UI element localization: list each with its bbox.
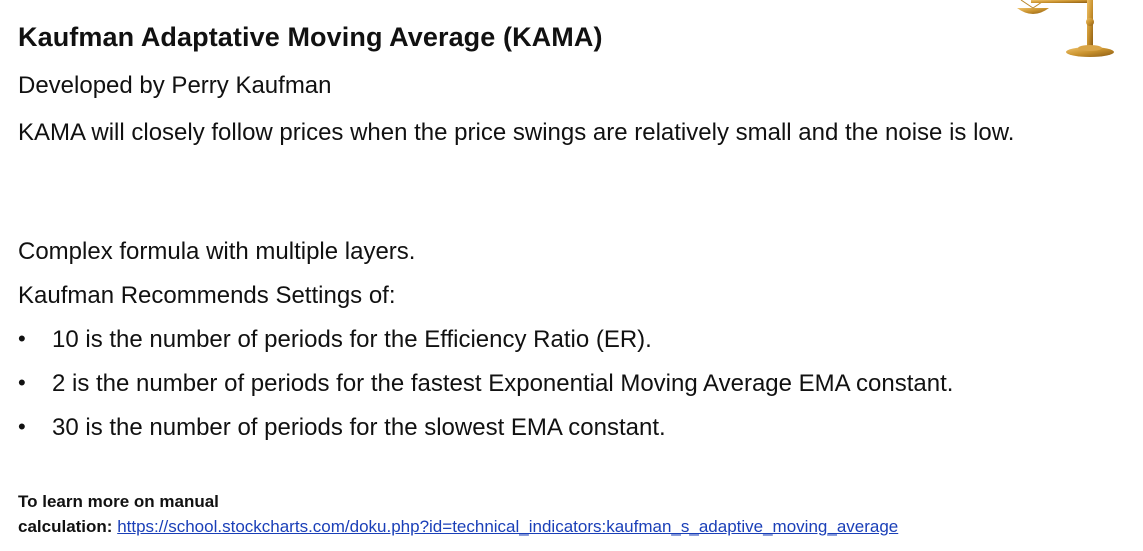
slide-subtitle: Developed by Perry Kaufman [18, 72, 332, 99]
bullet-icon: • [18, 414, 26, 439]
formula-note: Complex formula with multiple layers. [18, 238, 416, 265]
list-item-text: 10 is the number of periods for the Effi… [52, 326, 652, 353]
list-item: • 10 is the number of periods for the Ef… [18, 326, 953, 370]
bullet-icon: • [18, 326, 26, 351]
balance-scale-icon [1017, 0, 1114, 57]
learn-more-line: calculation: https://school.stockcharts.… [18, 514, 898, 539]
learn-more-block: To learn more on manual calculation: htt… [18, 489, 898, 539]
stockcharts-link[interactable]: https://school.stockcharts.com/doku.php?… [117, 517, 899, 536]
list-item-text: 2 is the number of periods for the faste… [52, 370, 954, 397]
list-item-text: 30 is the number of periods for the slow… [52, 414, 666, 441]
bullet-icon: • [18, 370, 26, 395]
learn-more-label: calculation: [18, 517, 113, 536]
description-paragraph: KAMA will closely follow prices when the… [18, 119, 1015, 146]
settings-list: • 10 is the number of periods for the Ef… [18, 326, 953, 458]
learn-more-line: To learn more on manual [18, 492, 219, 511]
list-item: • 30 is the number of periods for the sl… [18, 414, 953, 458]
slide-title: Kaufman Adaptative Moving Average (KAMA) [18, 22, 603, 52]
list-item: • 2 is the number of periods for the fas… [18, 370, 953, 414]
settings-heading: Kaufman Recommends Settings of: [18, 282, 396, 309]
